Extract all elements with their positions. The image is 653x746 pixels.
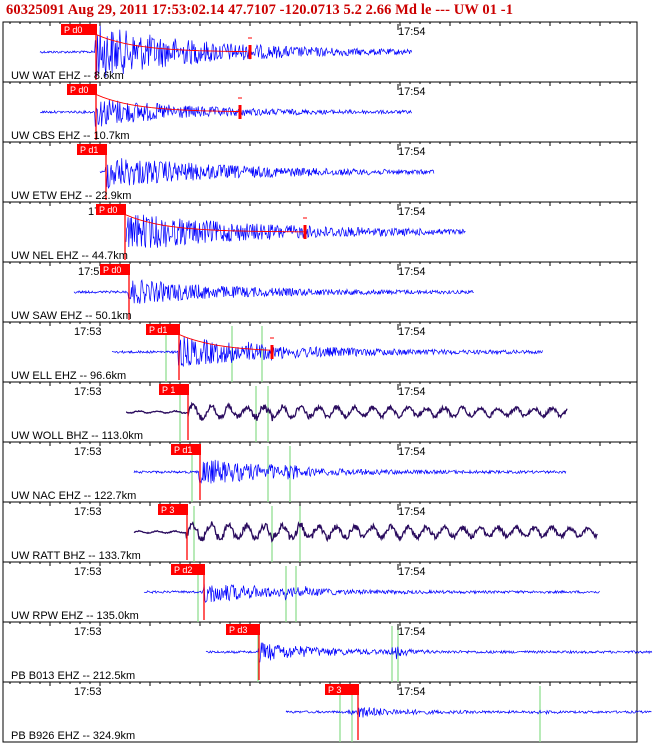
trace-label: UW ELL EHZ -- 96.6km: [11, 370, 126, 382]
trace-woll[interactable]: 17:54 17:53 P 1 UW WOLL BHZ -- 113.0km: [3, 382, 637, 443]
trace-label: UW WOLL BHZ -- 113.0km: [11, 430, 143, 442]
trace-b926[interactable]: 17:54 17:53 P 3 PB B926 EHZ -- 324.9km: [3, 682, 652, 743]
event-title: 60325091 Aug 29, 2011 17:53:02.14 47.710…: [6, 2, 514, 18]
trace-wat[interactable]: 17:54 P d0 UW WAT EHZ -- 8.6km: [3, 22, 637, 83]
tick-label-1754: 17:54: [398, 326, 426, 338]
pick-label: P 3: [328, 685, 341, 695]
tick-label-left: 17:53: [74, 386, 102, 398]
pick-label: P d0: [103, 265, 121, 275]
pick-flag[interactable]: [61, 24, 97, 35]
waveform: [285, 706, 652, 718]
tick-label-left: 17:53: [74, 626, 102, 638]
pick-flag[interactable]: [158, 504, 188, 515]
trace-ell[interactable]: 17:54 17:53 P d1 UW ELL EHZ -- 96.6km: [3, 322, 637, 383]
tick-label-left: 17:5: [78, 266, 99, 278]
coda-curve: [177, 333, 271, 351]
coda-curve: [94, 33, 247, 53]
trace-label: PB B013 EHZ -- 212.5km: [11, 670, 135, 682]
waveform: [99, 158, 435, 189]
trace-nac[interactable]: 17:54 17:53 P d1 UW NAC EHZ -- 122.7km: [3, 442, 637, 503]
pick-label: P d2: [174, 565, 192, 575]
tick-label-1754: 17:54: [398, 566, 426, 578]
trace-rpw[interactable]: 17:54 17:53 P d2 UW RPW EHZ -- 135.0km: [3, 562, 637, 623]
pick-flag[interactable]: [226, 624, 260, 635]
trace-ratt[interactable]: 17:54 17:53 P 3 UW RATT BHZ -- 133.7km: [3, 502, 637, 563]
pick-flag[interactable]: [159, 384, 189, 395]
tick-label-1754: 17:54: [398, 26, 426, 38]
pick-flag[interactable]: [96, 204, 126, 215]
pick-label: P d0: [70, 85, 88, 95]
trace-etw[interactable]: 17:54 P d1 UW ETW EHZ -- 22.9km: [3, 142, 637, 203]
waveform: [133, 521, 598, 543]
pick-flag[interactable]: [325, 684, 359, 695]
trace-label: UW ETW EHZ -- 22.9km: [11, 190, 131, 202]
tick-label-left: 17:53: [74, 566, 102, 578]
pick-label: P d3: [229, 625, 247, 635]
pick-label: P d0: [99, 205, 117, 215]
trace-cbs[interactable]: 17:54 P d0 UW CBS EHZ -- 10.7km: [3, 82, 637, 143]
pick-label: P d1: [149, 325, 167, 335]
trace-saw[interactable]: 17:54 17:5 P d0 UW SAW EHZ -- 50.1km: [3, 262, 637, 323]
tick-label-left: 17:53: [74, 326, 102, 338]
waveform: [133, 459, 567, 485]
pick-flag[interactable]: [100, 264, 130, 275]
coda-marker: [248, 45, 252, 59]
pick-flag[interactable]: [146, 324, 180, 335]
tick-label-1754: 17:54: [398, 506, 426, 518]
tick-label-1754: 17:54: [398, 206, 426, 218]
coda-marker: [238, 105, 242, 119]
trace-label: UW NAC EHZ -- 122.7km: [11, 490, 136, 502]
pick-flag[interactable]: [67, 84, 97, 95]
trace-label: UW CBS EHZ -- 10.7km: [11, 130, 130, 142]
coda-curve: [123, 213, 304, 233]
trace-label: UW RPW EHZ -- 135.0km: [11, 610, 139, 622]
coda-marker: [303, 225, 307, 239]
waveform: [73, 279, 474, 304]
coda-curve: [94, 93, 239, 112]
tick-label-left: 17:53: [74, 446, 102, 458]
tick-label-1754: 17:54: [398, 86, 426, 98]
trace-b013[interactable]: 17:54 17:53 P d3 PB B013 EHZ -- 212.5km: [3, 622, 653, 683]
trace-label: PB B926 EHZ -- 324.9km: [11, 730, 135, 742]
tick-label-1754: 17:54: [398, 146, 426, 158]
waveform: [126, 401, 568, 422]
trace-label: UW NEL EHZ -- 44.7km: [11, 250, 128, 262]
pick-label: P d1: [80, 145, 98, 155]
tick-label-1754: 17:54: [398, 686, 426, 698]
trace-label: UW WAT EHZ -- 8.6km: [11, 70, 124, 82]
tick-label-left: 17:53: [74, 506, 102, 518]
waveform: [205, 642, 653, 663]
pick-label: P 1: [162, 385, 175, 395]
pick-label: P d0: [64, 25, 82, 35]
waveform: [143, 583, 600, 603]
waveform: [39, 25, 413, 78]
waveform: [39, 99, 412, 127]
event-header: 60325091 Aug 29, 2011 17:53:02.14 47.710…: [0, 0, 653, 22]
tick-label-1754: 17:54: [398, 626, 426, 638]
waveform: [125, 214, 466, 248]
pick-flag[interactable]: [77, 144, 107, 155]
tick-label-1754: 17:54: [398, 386, 426, 398]
coda-marker: [270, 345, 274, 359]
waveform: [111, 336, 543, 367]
pick-label: P 3: [161, 505, 174, 515]
pick-flag[interactable]: [171, 564, 205, 575]
trace-label: UW SAW EHZ -- 50.1km: [11, 310, 132, 322]
tick-label-left: 17:53: [74, 686, 102, 698]
pick-flag[interactable]: [171, 444, 201, 455]
pick-label: P d1: [174, 445, 192, 455]
trace-label: UW RATT BHZ -- 133.7km: [11, 550, 141, 562]
tick-label-1754: 17:54: [398, 446, 426, 458]
tick-label-1754: 17:54: [398, 266, 426, 278]
